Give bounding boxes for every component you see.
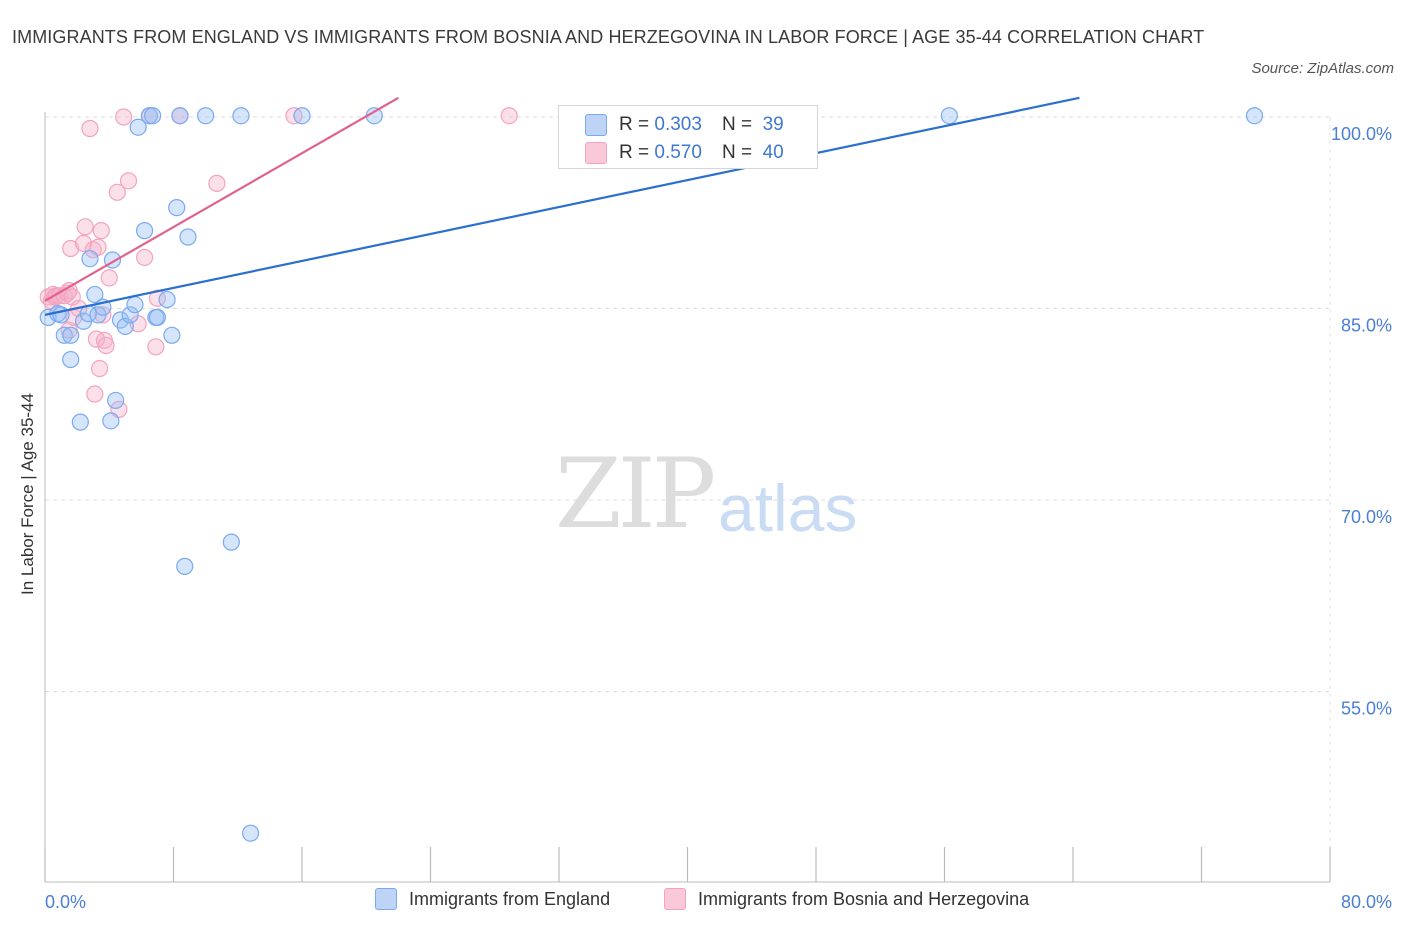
x-tick-label-max: 80.0% xyxy=(1341,892,1392,912)
bosnia-point-26 xyxy=(100,269,118,287)
england-point-30 xyxy=(176,557,194,575)
england-point-36 xyxy=(293,107,311,125)
bosnia-n-label: N = xyxy=(721,142,753,163)
england-point-23 xyxy=(144,107,162,125)
england-point-18 xyxy=(121,306,139,324)
england-point-32 xyxy=(197,107,215,125)
bosnia-point-22 xyxy=(92,222,110,240)
bosnia-point-17 xyxy=(84,241,102,259)
england-point-34 xyxy=(232,107,250,125)
bosnia-r-label: R = xyxy=(619,142,650,163)
legend-england-swatch xyxy=(375,888,397,910)
bosnia-point-18 xyxy=(86,385,104,403)
stats-row-england: R = 0.303 N = 39 xyxy=(585,114,784,136)
england-point-27 xyxy=(163,326,181,344)
stats-row-bosnia: R = 0.570 N = 40 xyxy=(585,142,784,164)
y-tick-label-70: 70.0% xyxy=(1341,507,1392,527)
legend-bosnia-label: Immigrants from Bosnia and Herzegovina xyxy=(698,888,1030,909)
bosnia-point-25 xyxy=(97,336,115,355)
series-legend: Immigrants from England Immigrants from … xyxy=(0,888,1406,918)
bosnia-n-value: 40 xyxy=(762,142,784,163)
england-r-label: R = xyxy=(619,114,650,135)
axes xyxy=(44,112,1331,883)
england-r-value: 0.303 xyxy=(654,114,702,135)
england-point-39 xyxy=(1245,107,1264,125)
trend-lines xyxy=(44,96,1080,316)
england-point-20 xyxy=(129,118,147,136)
bosnia-swatch xyxy=(585,142,607,164)
england-point-5 xyxy=(62,350,80,369)
england-swatch xyxy=(585,114,607,136)
stats-legend: R = 0.303 N = 39 R = 0.570 N = 40 xyxy=(558,105,818,169)
bosnia-point-10 xyxy=(62,239,80,258)
bosnia-point-32 xyxy=(135,248,154,267)
england-point-31 xyxy=(179,228,197,246)
bosnia-point-15 xyxy=(76,218,94,236)
legend-item-bosnia: Immigrants from Bosnia and Herzegovina xyxy=(664,888,1029,910)
y-tick-label-55: 55.0% xyxy=(1341,699,1392,719)
bosnia-point-39 xyxy=(500,107,518,125)
england-point-3 xyxy=(55,326,73,344)
bosnia-r-value: 0.570 xyxy=(654,142,702,163)
chart-title: IMMIGRANTS FROM ENGLAND VS IMMIGRANTS FR… xyxy=(12,27,1205,47)
bosnia-point-37 xyxy=(208,174,226,192)
legend-england-label: Immigrants from England xyxy=(409,888,611,909)
england-point-26 xyxy=(158,290,176,309)
england-n-label: N = xyxy=(721,114,753,135)
chart-source: Source: ZipAtlas.com xyxy=(1251,60,1394,77)
y-tick-label-100: 100.0% xyxy=(1331,124,1392,144)
england-trend-line xyxy=(44,96,1080,316)
watermark-zip: ZIP xyxy=(555,438,716,550)
england-point-21 xyxy=(135,222,154,240)
england-point-15 xyxy=(107,391,125,410)
x-tick-label-min: 0.0% xyxy=(45,892,86,912)
legend-item-england: Immigrants from England xyxy=(375,888,610,910)
gridlines xyxy=(45,116,1331,882)
england-point-4 xyxy=(62,326,80,344)
england-point-13 xyxy=(102,412,120,430)
bosnia-trend-line xyxy=(44,96,399,302)
england-point-9 xyxy=(81,250,99,268)
bosnia-point-27 xyxy=(108,183,126,201)
series-england-points xyxy=(39,107,1264,842)
england-point-38 xyxy=(940,107,958,125)
england-point-29 xyxy=(171,107,189,125)
england-point-19 xyxy=(126,296,144,314)
bosnia-point-34 xyxy=(147,338,165,356)
legend-bosnia-swatch xyxy=(664,888,686,910)
y-tick-label-85: 85.0% xyxy=(1341,316,1392,336)
england-point-25 xyxy=(148,308,167,327)
bosnia-point-21 xyxy=(91,359,109,378)
bosnia-point-16 xyxy=(81,119,99,138)
england-point-33 xyxy=(222,533,240,551)
tick-labels: 55.0% 70.0% 85.0% 100.0% 0.0% 80.0% xyxy=(45,124,1392,912)
bosnia-point-30 xyxy=(119,172,138,190)
england-point-35 xyxy=(242,824,260,842)
bosnia-point-29 xyxy=(115,108,133,126)
england-point-10 xyxy=(86,285,104,304)
england-n-value: 39 xyxy=(762,114,784,135)
england-point-28 xyxy=(168,199,186,217)
watermark-atlas: atlas xyxy=(718,471,858,545)
england-point-6 xyxy=(71,413,89,431)
